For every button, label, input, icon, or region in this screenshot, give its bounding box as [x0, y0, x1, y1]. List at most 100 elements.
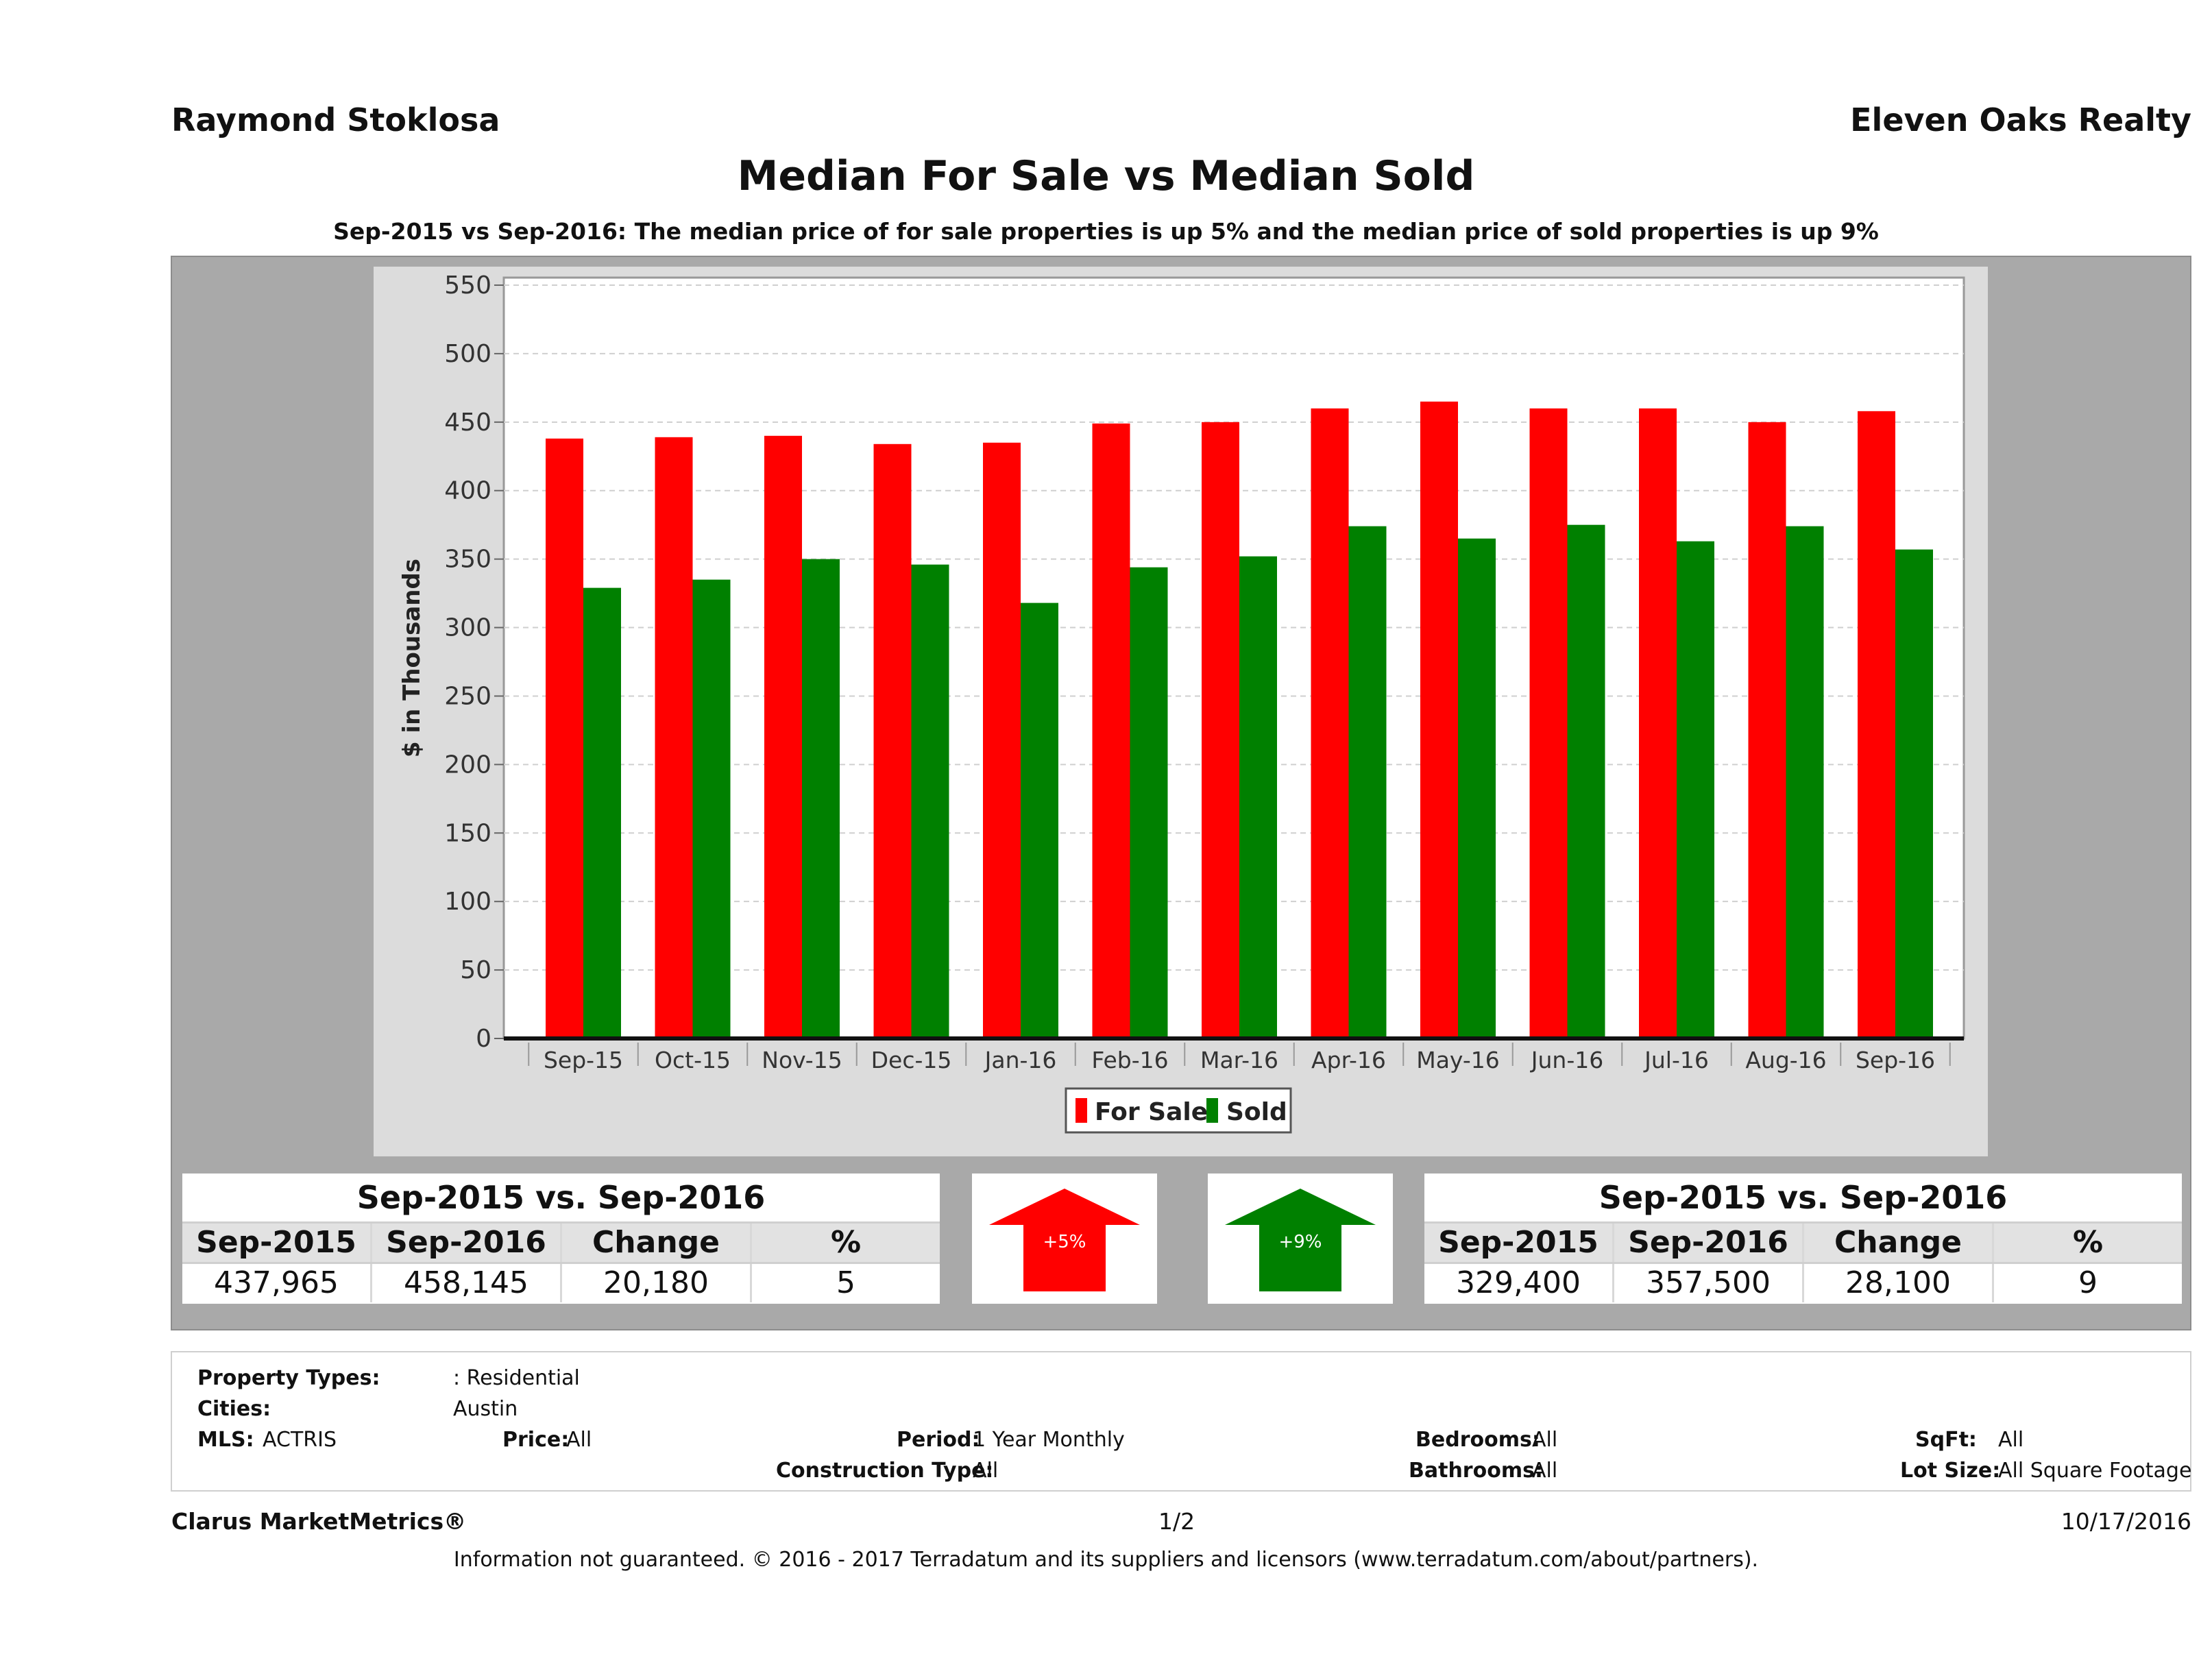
bar-for-sale — [1858, 411, 1895, 1038]
x-tick-label: Dec-15 — [871, 1047, 952, 1073]
bar-for-sale — [1529, 408, 1568, 1038]
lot-size-value: All Square Footage — [1998, 1459, 2192, 1483]
bar-for-sale — [1311, 408, 1349, 1038]
stats-column-header: % — [2072, 1225, 2104, 1260]
x-tick-label: Aug-16 — [1745, 1047, 1826, 1073]
y-tick-label: 300 — [444, 614, 491, 642]
x-tick-label: Nov-15 — [762, 1047, 842, 1073]
x-tick-label: Jan-16 — [984, 1047, 1057, 1073]
for-sale-stats-table: Sep-2015 vs. Sep-2016 Sep-2015 Sep-2016 … — [182, 1174, 940, 1304]
x-tick-label: Apr-16 — [1311, 1047, 1386, 1073]
stats-column-header: Sep-2016 — [372, 1224, 562, 1262]
cities-label: Cities: — [197, 1397, 271, 1421]
bar-sold — [1021, 603, 1058, 1038]
report-criteria-box: Property Types: : Residential Cities: Au… — [171, 1351, 2191, 1492]
price-value: All — [566, 1428, 592, 1452]
sold-change-box: +9% — [1208, 1174, 1393, 1304]
stats-value: 437,965 — [182, 1264, 372, 1302]
page-number: 1/2 — [1158, 1508, 1195, 1535]
stats-column-header: Sep-2015 — [1424, 1224, 1614, 1262]
bar-sold — [1130, 567, 1168, 1038]
for-sale-change-box: +5% — [972, 1174, 1157, 1304]
bedrooms-value: All — [1532, 1428, 1558, 1452]
legend-swatch-sold — [1206, 1098, 1218, 1123]
x-tick-label: Mar-16 — [1200, 1047, 1278, 1073]
stats-value: 5 — [836, 1265, 855, 1300]
bar-for-sale — [546, 438, 583, 1038]
bar-sold — [692, 579, 731, 1038]
stats-value: 329,400 — [1424, 1264, 1614, 1302]
stats-column-header: Sep-2016 — [1614, 1224, 1804, 1262]
report-date: 10/17/2016 — [2061, 1508, 2191, 1535]
period-label: Period: — [897, 1428, 980, 1452]
y-tick-label: 550 — [444, 271, 491, 300]
bar-sold — [1677, 541, 1714, 1038]
for-sale-change-label: +5% — [1043, 1232, 1086, 1252]
x-tick-label: Sep-16 — [1856, 1047, 1935, 1073]
legend-label-sold: Sold — [1226, 1098, 1287, 1126]
construction-type-value: All — [973, 1459, 999, 1483]
x-tick-label: Jul-16 — [1643, 1047, 1709, 1073]
sold-stats-table: Sep-2015 vs. Sep-2016 Sep-2015 Sep-2016 … — [1424, 1174, 2182, 1304]
bar-sold — [583, 587, 621, 1038]
bar-sold — [1786, 526, 1824, 1038]
bar-sold — [1348, 526, 1387, 1038]
up-arrow-green-icon: +9% — [1225, 1189, 1376, 1291]
bathrooms-value: All — [1532, 1459, 1558, 1483]
bar-sold — [1239, 556, 1277, 1038]
bar-sold — [1567, 524, 1605, 1038]
stats-value: 20,180 — [562, 1264, 752, 1302]
bar-sold — [1458, 538, 1496, 1038]
bar-sold — [1895, 549, 1933, 1038]
stats-column-header: Change — [1804, 1224, 1994, 1262]
sold-stats-heading: Sep-2015 vs. Sep-2016 — [1424, 1174, 2182, 1224]
for-sale-stats-heading: Sep-2015 vs. Sep-2016 — [182, 1174, 940, 1224]
stats-value: 458,145 — [372, 1264, 562, 1302]
stats-column-header: Sep-2015 — [182, 1224, 372, 1262]
stats-value: 9 — [2078, 1265, 2098, 1300]
y-tick-label: 450 — [444, 409, 491, 437]
cities-value: Austin — [453, 1397, 518, 1421]
bar-for-sale — [655, 437, 693, 1038]
company-name: Eleven Oaks Realty — [1850, 101, 2191, 138]
legend-box — [1065, 1087, 1292, 1134]
y-tick-label: 100 — [444, 888, 491, 916]
period-value: 1 Year Monthly — [973, 1428, 1125, 1452]
up-arrow-red-icon: +5% — [989, 1189, 1140, 1291]
property-types-value: : Residential — [453, 1366, 580, 1390]
chart-title: Median For Sale vs Median Sold — [737, 152, 1475, 200]
mls-value: ACTRIS — [263, 1428, 337, 1452]
bar-for-sale — [1420, 401, 1458, 1038]
bathrooms-label: Bathrooms: — [1409, 1459, 1543, 1483]
stats-value: 28,100 — [1804, 1264, 1994, 1302]
bar-for-sale — [873, 443, 912, 1038]
chart-subtitle: Sep-2015 vs Sep-2016: The median price o… — [333, 218, 1879, 245]
legend-label-for-sale: For Sale — [1095, 1098, 1208, 1126]
x-tick-label: Jun-16 — [1530, 1047, 1603, 1073]
lot-size-label: Lot Size: — [1900, 1459, 2001, 1483]
y-tick-label: 500 — [444, 340, 491, 368]
legend: For Sale Sold — [1065, 1087, 1292, 1134]
bar-sold — [802, 559, 840, 1038]
property-types-label: Property Types: — [197, 1366, 380, 1390]
price-label: Price: — [502, 1428, 570, 1452]
x-tick-label: May-16 — [1416, 1047, 1500, 1073]
sqft-value: All — [1998, 1428, 2024, 1452]
bar-for-sale — [1639, 408, 1677, 1038]
bar-for-sale — [764, 435, 802, 1038]
bar-for-sale — [1202, 422, 1239, 1038]
bar-for-sale — [983, 442, 1021, 1038]
y-tick-label: 250 — [444, 682, 491, 710]
x-tick-label: Sep-15 — [544, 1047, 623, 1073]
bar-chart: 0 50 100 150 200 250 300 350 400 450 500 550 Sep-15… — [398, 271, 1965, 1134]
y-tick-label: 350 — [444, 546, 491, 574]
bedrooms-label: Bedrooms: — [1415, 1428, 1540, 1452]
stats-column-header: % — [830, 1225, 862, 1260]
legend-swatch-for-sale — [1075, 1098, 1087, 1123]
bar-for-sale — [1092, 423, 1130, 1038]
y-tick-label: 0 — [476, 1025, 491, 1053]
agent-name: Raymond Stoklosa — [171, 101, 500, 138]
x-tick-label: Feb-16 — [1091, 1047, 1168, 1073]
y-axis-label: $ in Thousands — [398, 559, 426, 757]
bar-for-sale — [1748, 422, 1786, 1038]
